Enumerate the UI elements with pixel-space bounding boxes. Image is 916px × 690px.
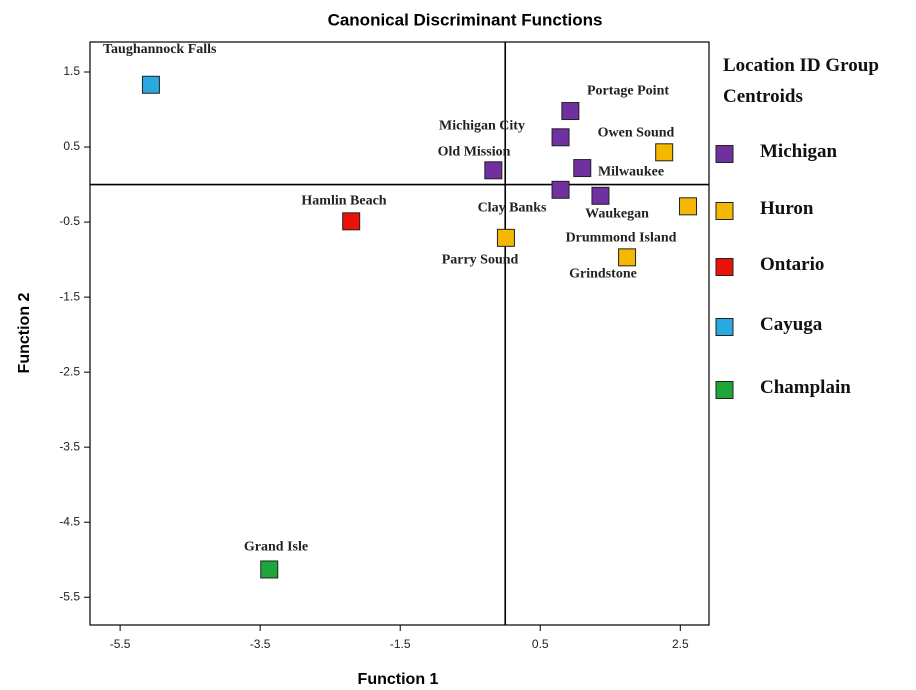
legend-marker <box>715 202 734 220</box>
y-axis-label: Function 2 <box>16 292 33 373</box>
point-label: Taughannock Falls <box>103 42 217 57</box>
point-label: Portage Point <box>586 83 670 99</box>
legend-marker <box>715 145 734 163</box>
legend-label: Ontario <box>760 254 825 275</box>
x-axis-label: Function 1 <box>358 671 439 688</box>
point <box>551 180 570 199</box>
point <box>342 212 361 231</box>
chart-title: Canonical Discriminant Functions <box>328 10 603 29</box>
point <box>591 186 610 205</box>
point-label: Owen Sound <box>597 125 675 141</box>
point <box>551 128 570 147</box>
point <box>496 228 515 247</box>
y-tick-label: -0.5 <box>59 214 80 228</box>
legend-label: Cayuga <box>760 314 823 335</box>
point <box>655 143 674 162</box>
y-tick-label: -1.5 <box>59 289 80 303</box>
legend-label: Huron <box>760 198 814 219</box>
point-label: Grindstone <box>569 266 637 282</box>
point <box>484 161 503 180</box>
y-tick-label: -4.5 <box>59 514 80 528</box>
point <box>260 560 279 579</box>
point <box>678 197 697 216</box>
x-tick-label: 0.5 <box>532 637 549 651</box>
point <box>141 75 160 94</box>
legend-label: Champlain <box>760 377 851 398</box>
point <box>561 102 580 121</box>
y-tick-label: 1.5 <box>63 64 80 78</box>
point-label: Hamlin Beach <box>301 193 387 209</box>
point-label: Clay Banks <box>477 200 547 216</box>
point-label: Old Mission <box>437 144 511 160</box>
y-tick-label: -5.5 <box>59 589 80 603</box>
point-label: Drummond Island <box>565 230 677 246</box>
legend-marker <box>715 258 734 276</box>
x-tick-label: -3.5 <box>250 637 271 651</box>
legend-marker <box>715 381 734 399</box>
point <box>573 159 592 178</box>
point <box>618 248 637 267</box>
y-tick-label: 0.5 <box>63 139 80 153</box>
point-label: Parry Sound <box>441 252 519 268</box>
point-label: Waukegan <box>585 206 649 222</box>
point-label: Michigan City <box>439 118 525 134</box>
point-label: Grand Isle <box>243 539 309 555</box>
plot-frame <box>89 41 710 626</box>
y-tick-label: -2.5 <box>59 364 80 378</box>
legend-title: Location ID Group Centroids <box>723 55 879 107</box>
point-label: Milwaukee <box>597 164 665 180</box>
x-tick-label: -5.5 <box>110 637 131 651</box>
y-tick-label: -3.5 <box>59 439 80 453</box>
x-tick-label: -1.5 <box>390 637 411 651</box>
legend-label: Michigan <box>760 141 838 162</box>
x-tick-label: 2.5 <box>672 637 689 651</box>
legend-marker <box>715 318 734 336</box>
